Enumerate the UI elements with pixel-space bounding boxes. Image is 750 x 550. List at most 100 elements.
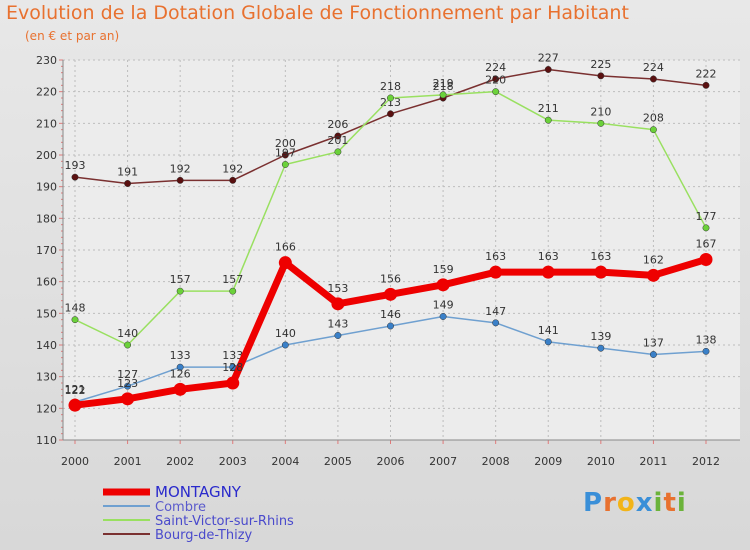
data-point-montagny bbox=[541, 265, 555, 279]
proxiti-logo-letter: x bbox=[635, 488, 654, 518]
data-point-montagny bbox=[646, 268, 660, 282]
proxiti-logo-letter: r bbox=[603, 488, 617, 518]
y-tick-label: 190 bbox=[36, 181, 57, 194]
data-point-saint-victor-sur-rhins bbox=[649, 126, 657, 134]
proxiti-logo: Proxiti bbox=[583, 488, 687, 518]
data-point-bourg-de-thizy bbox=[597, 72, 605, 80]
data-label-saint-victor-sur-rhins: 157 bbox=[222, 273, 243, 286]
data-label-saint-victor-sur-rhins: 148 bbox=[65, 302, 86, 315]
data-point-bourg-de-thizy bbox=[702, 81, 710, 89]
data-label-bourg-de-thizy: 227 bbox=[538, 52, 559, 65]
data-point-bourg-de-thizy bbox=[387, 110, 394, 118]
data-point-combre bbox=[597, 344, 605, 352]
data-point-combre bbox=[492, 319, 500, 327]
data-label-montagny: 121 bbox=[65, 383, 86, 396]
data-label-combre: 133 bbox=[222, 349, 243, 362]
data-label-montagny: 126 bbox=[170, 367, 191, 380]
data-label-montagny: 128 bbox=[222, 361, 243, 374]
x-tick-label: 2010 bbox=[587, 455, 615, 468]
data-label-montagny: 163 bbox=[590, 250, 611, 263]
data-point-bourg-de-thizy bbox=[281, 151, 289, 159]
data-label-combre: 143 bbox=[327, 318, 348, 331]
data-point-saint-victor-sur-rhins bbox=[439, 91, 447, 99]
data-label-combre: 127 bbox=[117, 368, 138, 381]
y-tick-label: 110 bbox=[36, 434, 57, 447]
data-point-combre bbox=[281, 341, 289, 349]
data-label-montagny: 163 bbox=[485, 250, 506, 263]
x-tick-label: 2000 bbox=[61, 455, 89, 468]
legend-label: Bourg-de-Thizy bbox=[155, 528, 253, 543]
data-label-saint-victor-sur-rhins: 208 bbox=[643, 112, 664, 125]
plot-area bbox=[63, 60, 740, 440]
chart-title: Evolution de la Dotation Globale de Fonc… bbox=[6, 2, 629, 24]
data-label-bourg-de-thizy: 193 bbox=[65, 159, 86, 172]
data-label-combre: 146 bbox=[380, 308, 401, 321]
data-label-bourg-de-thizy: 192 bbox=[222, 162, 243, 175]
data-point-montagny bbox=[594, 265, 608, 279]
x-tick-label: 2007 bbox=[429, 455, 457, 468]
data-point-bourg-de-thizy bbox=[544, 66, 552, 73]
data-point-saint-victor-sur-rhins bbox=[492, 88, 500, 96]
data-point-saint-victor-sur-rhins bbox=[387, 94, 394, 102]
data-point-montagny bbox=[173, 382, 187, 396]
data-label-combre: 133 bbox=[170, 349, 191, 362]
proxiti-logo-letter: t bbox=[663, 488, 677, 518]
data-label-saint-victor-sur-rhins: 211 bbox=[538, 102, 559, 115]
x-tick-label: 2011 bbox=[639, 455, 667, 468]
data-point-montagny bbox=[226, 376, 240, 390]
x-tick-label: 2001 bbox=[114, 455, 142, 468]
data-point-saint-victor-sur-rhins bbox=[176, 287, 184, 295]
data-label-combre: 141 bbox=[538, 324, 559, 337]
data-label-combre: 149 bbox=[433, 299, 454, 312]
data-point-saint-victor-sur-rhins bbox=[229, 287, 237, 295]
data-label-montagny: 159 bbox=[433, 263, 454, 276]
data-label-bourg-de-thizy: 224 bbox=[485, 61, 506, 74]
data-label-combre: 122 bbox=[65, 384, 86, 397]
data-point-montagny bbox=[384, 287, 397, 301]
data-label-montagny: 123 bbox=[117, 377, 138, 390]
y-tick-label: 160 bbox=[36, 276, 57, 289]
chart-subtitle: (en € et par an) bbox=[25, 29, 120, 43]
data-label-bourg-de-thizy: 225 bbox=[590, 58, 611, 71]
data-point-bourg-de-thizy bbox=[334, 132, 342, 140]
proxiti-logo-letter: i bbox=[676, 488, 687, 518]
x-tick-label: 2002 bbox=[166, 455, 194, 468]
data-point-bourg-de-thizy bbox=[229, 176, 237, 184]
data-point-combre bbox=[176, 363, 184, 371]
data-point-combre bbox=[387, 322, 394, 330]
y-tick-label: 230 bbox=[36, 54, 57, 67]
data-label-montagny: 156 bbox=[380, 272, 401, 285]
data-point-montagny bbox=[331, 297, 345, 311]
data-point-saint-victor-sur-rhins bbox=[544, 116, 552, 124]
data-label-bourg-de-thizy: 192 bbox=[170, 162, 191, 175]
data-label-montagny: 153 bbox=[327, 282, 348, 295]
y-tick-label: 220 bbox=[36, 86, 57, 99]
x-tick-label: 2006 bbox=[377, 455, 405, 468]
y-tick-label: 150 bbox=[36, 307, 57, 320]
data-label-bourg-de-thizy: 200 bbox=[275, 137, 296, 150]
data-point-montagny bbox=[278, 256, 292, 270]
data-point-montagny bbox=[68, 398, 82, 412]
data-point-combre bbox=[544, 338, 552, 346]
data-label-combre: 138 bbox=[696, 333, 717, 346]
data-point-bourg-de-thizy bbox=[492, 75, 500, 83]
x-tick-label: 2004 bbox=[271, 455, 299, 468]
legend-label: Combre bbox=[155, 500, 206, 515]
y-tick-label: 210 bbox=[36, 117, 57, 130]
data-label-saint-victor-sur-rhins: 197 bbox=[275, 147, 296, 160]
proxiti-logo-letter: i bbox=[653, 488, 664, 518]
data-point-montagny bbox=[489, 265, 503, 279]
data-label-montagny: 166 bbox=[275, 241, 296, 254]
data-label-saint-victor-sur-rhins: 220 bbox=[485, 74, 506, 87]
y-tick-label: 120 bbox=[36, 402, 57, 415]
data-label-montagny: 167 bbox=[696, 238, 717, 251]
proxiti-logo-letter: o bbox=[616, 488, 636, 518]
legend-label: Saint-Victor-sur-Rhins bbox=[155, 514, 294, 529]
data-label-bourg-de-thizy: 218 bbox=[433, 80, 454, 93]
x-tick-label: 2009 bbox=[534, 455, 562, 468]
data-label-combre: 137 bbox=[643, 337, 664, 350]
data-point-combre bbox=[334, 332, 342, 339]
data-label-saint-victor-sur-rhins: 157 bbox=[170, 273, 191, 286]
y-tick-label: 200 bbox=[36, 149, 57, 162]
